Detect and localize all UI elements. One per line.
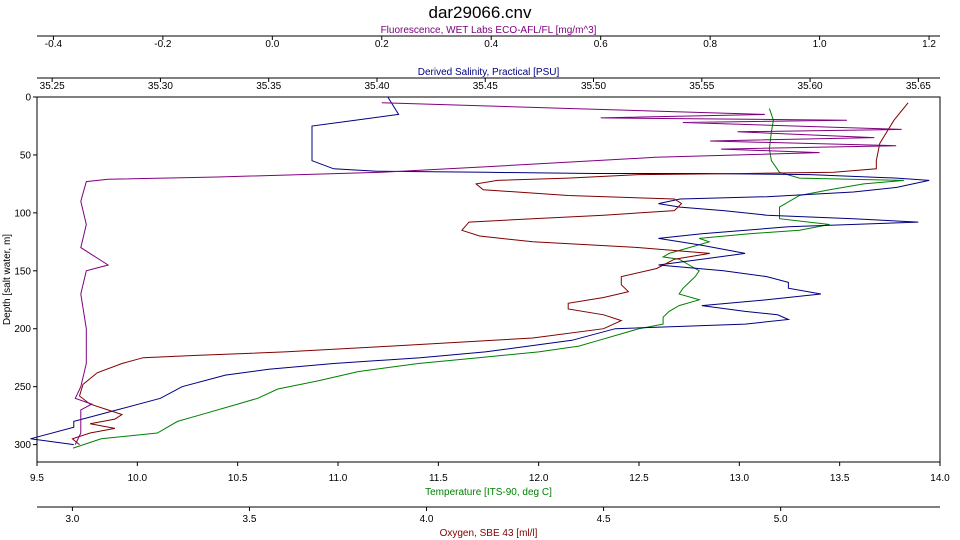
y-axis-label: Depth [salt water, m] <box>2 234 13 325</box>
y-tick-label: 100 <box>14 208 31 219</box>
salinity-tick-label: 35.35 <box>256 81 281 92</box>
fluorescence-tick-label: 0.6 <box>594 39 608 50</box>
salinity-tick-label: 35.40 <box>364 81 389 92</box>
salinity-tick-label: 35.45 <box>473 81 498 92</box>
temperature-tick-label: 10.0 <box>128 473 148 484</box>
oxygen-tick-label: 5.0 <box>774 514 788 525</box>
temperature-profile-line <box>72 108 904 449</box>
temperature-tick-label: 12.0 <box>529 473 549 484</box>
fluorescence-tick-label: 1.0 <box>813 39 827 50</box>
y-tick-label: 250 <box>14 382 31 393</box>
axes-layer: 0 50 100 150 200 250 300 Depth [salt water, m] -… <box>2 25 950 539</box>
salinity-tick-label: 35.50 <box>581 81 606 92</box>
temperature-tick-label: 9.5 <box>30 473 44 484</box>
oxygen-tick-label: 4.0 <box>420 514 434 525</box>
oxygen-tick-label: 3.5 <box>243 514 257 525</box>
salinity-tick-label: 35.55 <box>689 81 714 92</box>
temperature-tick-label: 11.0 <box>329 473 348 484</box>
salinity-axis-label: Derived Salinity, Practical [PSU] <box>418 67 560 78</box>
temperature-tick-label: 12.5 <box>629 473 649 484</box>
oxygen-profile-line <box>71 102 909 445</box>
temperature-tick-label: 13.0 <box>730 473 750 484</box>
oxygen-tick-label: 4.5 <box>597 514 611 525</box>
salinity-tick-label: 35.25 <box>40 81 65 92</box>
fluorescence-tick-label: 0.4 <box>484 39 498 50</box>
temperature-tick-label: 10.5 <box>228 473 248 484</box>
oxygen-tick-label: 3.0 <box>65 514 79 525</box>
series-layer <box>30 96 930 449</box>
fluorescence-tick-label: 0.8 <box>703 39 717 50</box>
y-tick-label: 0 <box>25 93 31 104</box>
y-tick-label: 200 <box>14 324 31 335</box>
temperature-axis-label: Temperature [ITS-90, deg C] <box>425 487 552 498</box>
fluorescence-axis-label: Fluorescence, WET Labs ECO-AFL/FL [mg/m^… <box>381 25 597 36</box>
fluorescence-tick-label: -0.4 <box>45 39 63 50</box>
salinity-tick-label: 35.65 <box>906 81 931 92</box>
fluorescence-tick-label: 1.2 <box>922 39 936 50</box>
y-tick-label: 50 <box>20 150 32 161</box>
fluorescence-tick-label: 0.0 <box>265 39 279 50</box>
salinity-profile-line <box>30 96 930 446</box>
temperature-tick-label: 14.0 <box>930 473 950 484</box>
salinity-tick-label: 35.30 <box>148 81 173 92</box>
chart-title: dar29066.cnv <box>428 3 532 22</box>
plot-area <box>36 96 941 463</box>
salinity-tick-label: 35.60 <box>798 81 823 92</box>
temperature-tick-label: 13.5 <box>830 473 850 484</box>
fluorescence-tick-label: 0.2 <box>375 39 389 50</box>
y-tick-label: 300 <box>14 440 31 451</box>
oxygen-axis-label: Oxygen, SBE 43 [ml/l] <box>440 528 538 539</box>
temperature-tick-label: 11.5 <box>429 473 448 484</box>
y-tick-label: 150 <box>14 266 31 277</box>
fluorescence-tick-label: -0.2 <box>154 39 172 50</box>
fluorescence-profile-line <box>74 102 902 445</box>
